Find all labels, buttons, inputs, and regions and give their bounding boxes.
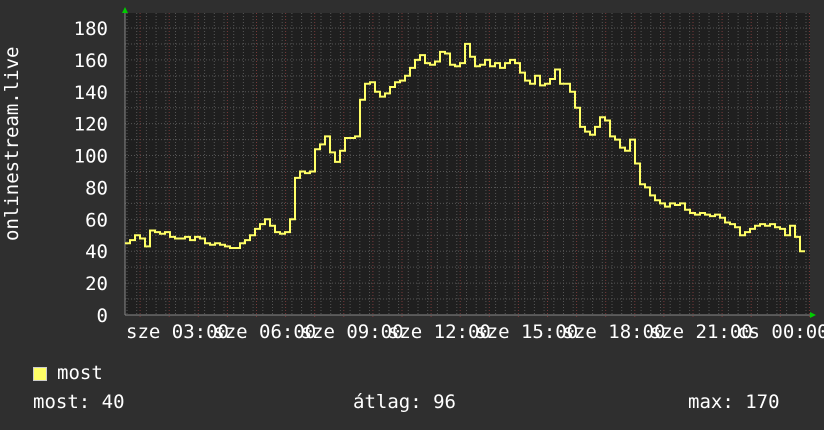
plot-area (125, 13, 810, 315)
y-tick-label: 120 (74, 114, 108, 136)
stat-max: max: 170 (688, 391, 780, 413)
y-tick-label: 20 (85, 273, 108, 295)
legend-label: most (57, 362, 103, 384)
y-tick-label: 140 (74, 82, 108, 104)
y-tick-label: 0 (97, 305, 108, 327)
series-line-most (125, 42, 805, 253)
x-tick-label: sze 15:00 (475, 321, 578, 343)
y-tick-label: 100 (74, 146, 108, 168)
y-axis-label: onlinestream.live (1, 46, 23, 241)
y-axis-arrow-icon (122, 7, 128, 13)
x-tick-label: sze 06:00 (213, 321, 316, 343)
y-tick-label: 60 (85, 209, 108, 231)
y-tick-label: 40 (85, 241, 108, 263)
y-tick-label: 80 (85, 177, 108, 199)
x-tick-label: sze 21:00 (650, 321, 753, 343)
x-tick-label: cs 00:00 (737, 321, 824, 343)
legend-swatch (33, 367, 47, 381)
x-tick-label: sze 09:00 (301, 321, 404, 343)
x-axis-arrow-icon (810, 312, 816, 318)
y-tick-label: 160 (74, 50, 108, 72)
y-tick-label: 180 (74, 18, 108, 40)
stat-average: átlag: 96 (353, 391, 456, 413)
x-tick-label: sze 03:00 (126, 321, 229, 343)
x-tick-label: sze 18:00 (563, 321, 666, 343)
x-tick-label: sze 12:00 (388, 321, 491, 343)
stat-current: most: 40 (33, 391, 125, 413)
